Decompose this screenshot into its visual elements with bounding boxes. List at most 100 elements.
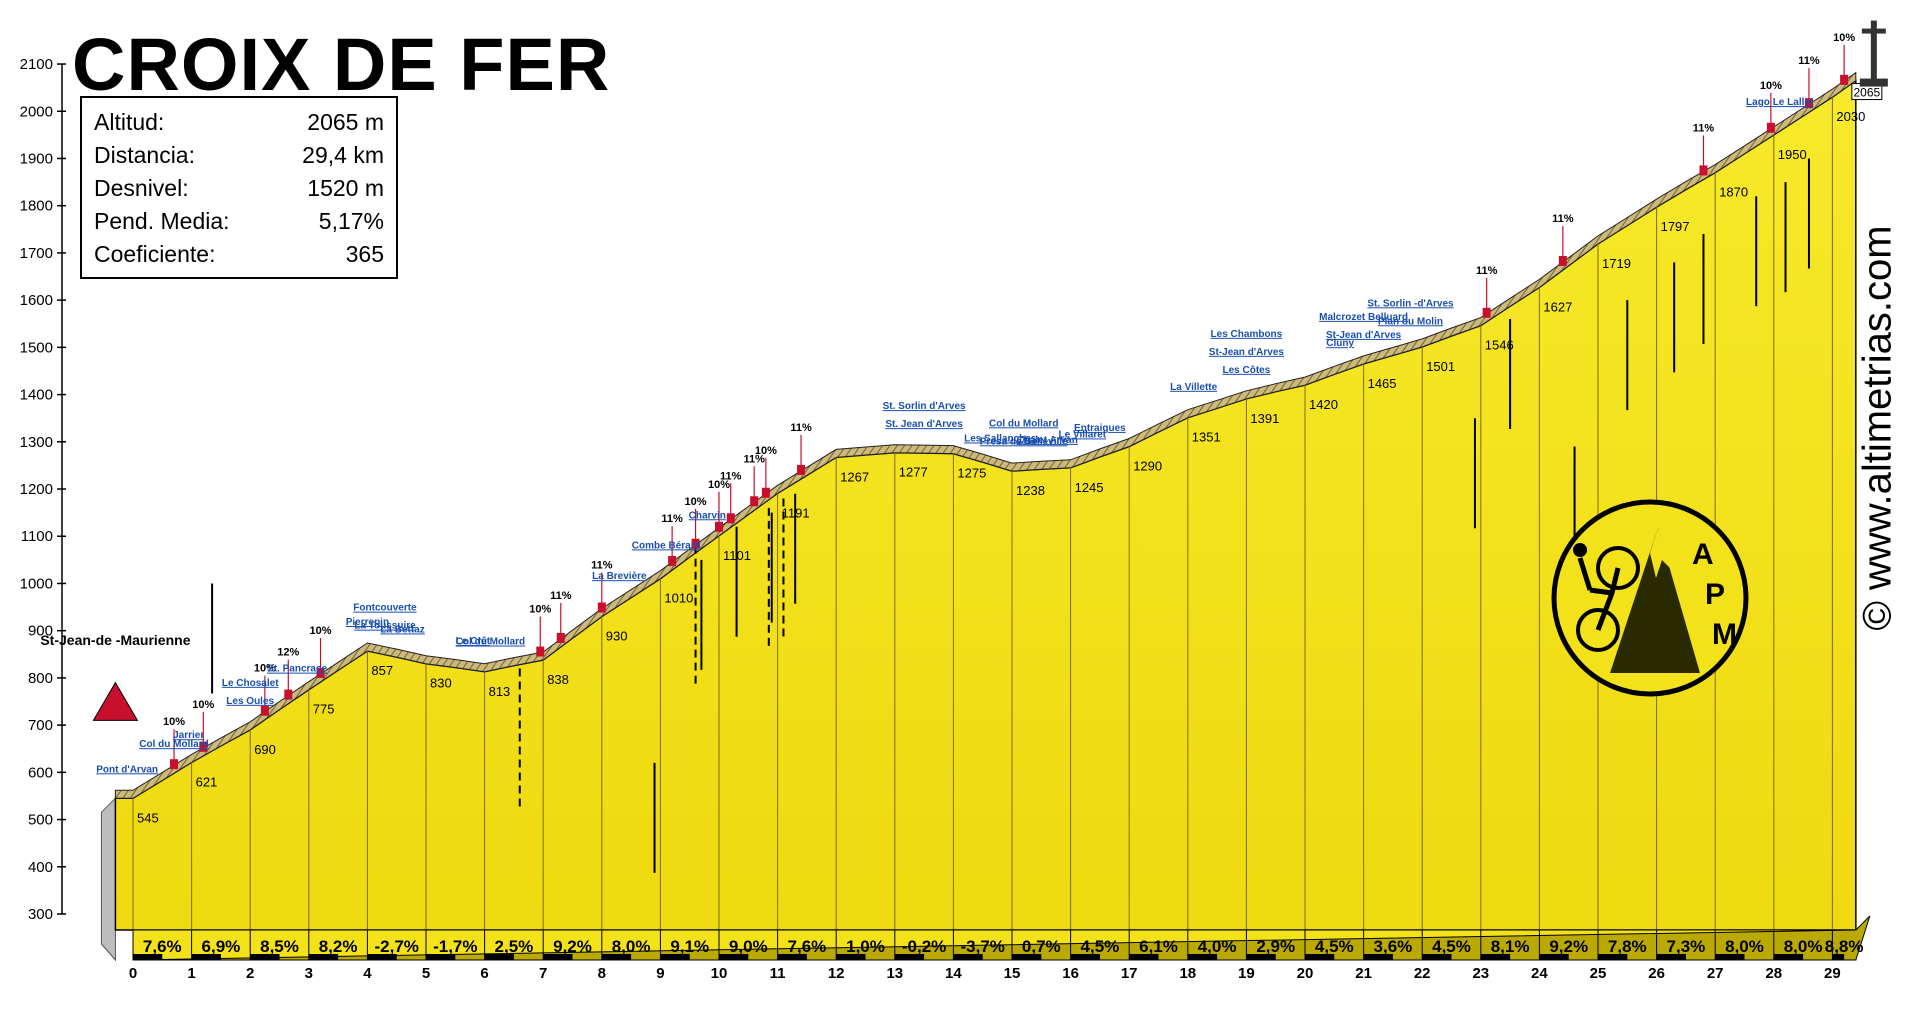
logo-letter: M — [1712, 618, 1737, 651]
x-tick-label: 25 — [1590, 965, 1607, 982]
stat-value: 2065 m — [307, 109, 384, 135]
gradient-strip-label: 4,5% — [1081, 937, 1120, 956]
stat-row: Distancia: 29,4 km — [94, 139, 384, 172]
x-tick-label: 16 — [1062, 965, 1079, 982]
ramp-label: 10% — [755, 445, 777, 457]
y-tick-label: 2000 — [20, 103, 53, 120]
apm-logo — [1551, 499, 1749, 697]
gradient-strip-tick-block — [1539, 954, 1569, 960]
ramp-marker — [284, 689, 293, 700]
place-label: Charvin — [689, 510, 726, 521]
ramp-marker — [761, 487, 770, 498]
stat-label: Distancia: — [94, 142, 195, 168]
place-label: Entraigues — [1074, 423, 1126, 434]
profile-side-wall — [100, 797, 116, 962]
km-elevation-label: 1391 — [1250, 411, 1279, 426]
km-elevation-label: 857 — [371, 663, 393, 678]
logo-snow-icon — [1650, 528, 1670, 578]
gradient-strip-label: -1,7% — [433, 937, 477, 956]
y-tick-label: 1900 — [20, 150, 53, 167]
gradient-strip-tick-block — [777, 954, 807, 960]
ramp-label: 10% — [192, 699, 214, 711]
place-label: St. Sorlin d'Arves — [883, 401, 966, 412]
x-tick-label: 28 — [1765, 965, 1782, 982]
place-label: Lago Le Lallet — [1746, 97, 1814, 108]
km-elevation-label: 1238 — [1016, 483, 1045, 498]
km-elevation-label: 1719 — [1602, 256, 1631, 271]
ramp-marker — [199, 741, 208, 752]
gradient-strip-tick-block — [1363, 954, 1393, 960]
ramp-marker — [726, 513, 735, 524]
y-tick-label: 1600 — [20, 292, 53, 309]
x-tick-label: 9 — [656, 965, 664, 982]
gradient-strip-label: -3,7% — [960, 937, 1004, 956]
website-credit: © www.altimetrias.com — [1856, 28, 1900, 828]
place-label: St. Pancrace — [267, 664, 327, 675]
place-label: Plan du Molin — [1378, 316, 1443, 327]
ramp-label: 10% — [1833, 32, 1855, 44]
gradient-strip-tick-block — [133, 954, 163, 960]
gradient-strip-tick-block — [1305, 954, 1335, 960]
gradient-strip-label: 4,5% — [1432, 937, 1471, 956]
gradient-strip-tick-block — [719, 954, 749, 960]
logo-mountain-icon — [1610, 528, 1700, 673]
y-tick-label: 1300 — [20, 434, 53, 451]
place-labels: 10%10%10%12%10%10%11%11%11%10%10%11%11%1… — [40, 20, 1888, 775]
stat-label: Desnivel: — [94, 175, 189, 201]
ramp-marker — [536, 646, 545, 657]
gradient-strip-label: 3,6% — [1374, 937, 1413, 956]
gradient-strip-label: 8,2% — [319, 937, 358, 956]
ramp-label: 11% — [1693, 122, 1715, 134]
stat-label: Altitud: — [94, 109, 165, 135]
ramp-marker — [750, 496, 759, 507]
ramp-label: 12% — [277, 647, 299, 659]
place-label: Presa de Belleville — [980, 436, 1068, 447]
place-label: Pierrepin — [346, 617, 389, 628]
x-tick-label: 13 — [886, 965, 903, 982]
x-tick-label: 24 — [1531, 965, 1548, 982]
gradient-strip-tick-block — [191, 954, 221, 960]
ramp-marker — [1482, 307, 1491, 318]
y-tick-label: 1100 — [21, 528, 53, 545]
profile-labels: 545 621 690 775 857 830 813 838 930 1010 1101 1191 1… — [137, 83, 1883, 825]
gradient-strip-label: 8,8% — [1825, 937, 1864, 956]
place-label: St. Jean d'Arves — [885, 419, 963, 430]
gradient-strip-tick-block — [250, 954, 280, 960]
start-town-label: St-Jean-de -Maurienne — [40, 632, 190, 648]
logo-cyclist-icon — [1577, 557, 1621, 631]
gradient-strip-tick-block — [1598, 954, 1628, 960]
km-elevation-label: 1546 — [1485, 338, 1514, 353]
y-tick-label: 300 — [28, 906, 53, 923]
x-tick-label: 4 — [363, 965, 372, 982]
y-tick-label: 1500 — [20, 339, 53, 356]
stat-label: Pend. Media: — [94, 208, 230, 234]
summit-cross-icon — [1870, 20, 1877, 81]
logo-letter: P — [1705, 578, 1726, 611]
y-tick-label: 1800 — [20, 198, 53, 215]
y-tick-label: 1200 — [20, 481, 53, 498]
ramp-marker — [1840, 74, 1849, 85]
page-title: CROIX DE FER — [72, 23, 611, 106]
ramp-marker — [170, 759, 179, 770]
km-elevation-label: 1501 — [1426, 359, 1455, 374]
ramp-label: 10% — [685, 496, 707, 508]
x-tick-label: 5 — [422, 965, 430, 982]
y-tick-label: 800 — [28, 670, 53, 687]
ramp-label: 10% — [163, 716, 185, 728]
place-label: Fontcouverte — [353, 603, 417, 614]
gradient-strip-label: -0,2% — [902, 937, 946, 956]
gradient-strip-label: 7,6% — [143, 937, 182, 956]
place-label: La Villette — [1170, 382, 1217, 393]
gradient-strip-label: -2,7% — [374, 937, 418, 956]
km-elevation-label: 1191 — [782, 505, 810, 520]
gradient-strip-tick-block — [1129, 954, 1159, 960]
km-elevation-label: 1290 — [1133, 459, 1162, 474]
gradient-strip-label: 9,0% — [729, 937, 768, 956]
ramp-marker — [715, 521, 723, 532]
gradient-strip-tick-block — [1832, 954, 1845, 960]
km-elevation-label: 1275 — [957, 466, 986, 481]
y-tick-label: 1400 — [20, 387, 53, 404]
place-label: Malcrozet Belluard — [1319, 312, 1408, 323]
logo-wheel-icon — [1576, 608, 1620, 652]
place-label: La Brevière — [592, 571, 647, 582]
